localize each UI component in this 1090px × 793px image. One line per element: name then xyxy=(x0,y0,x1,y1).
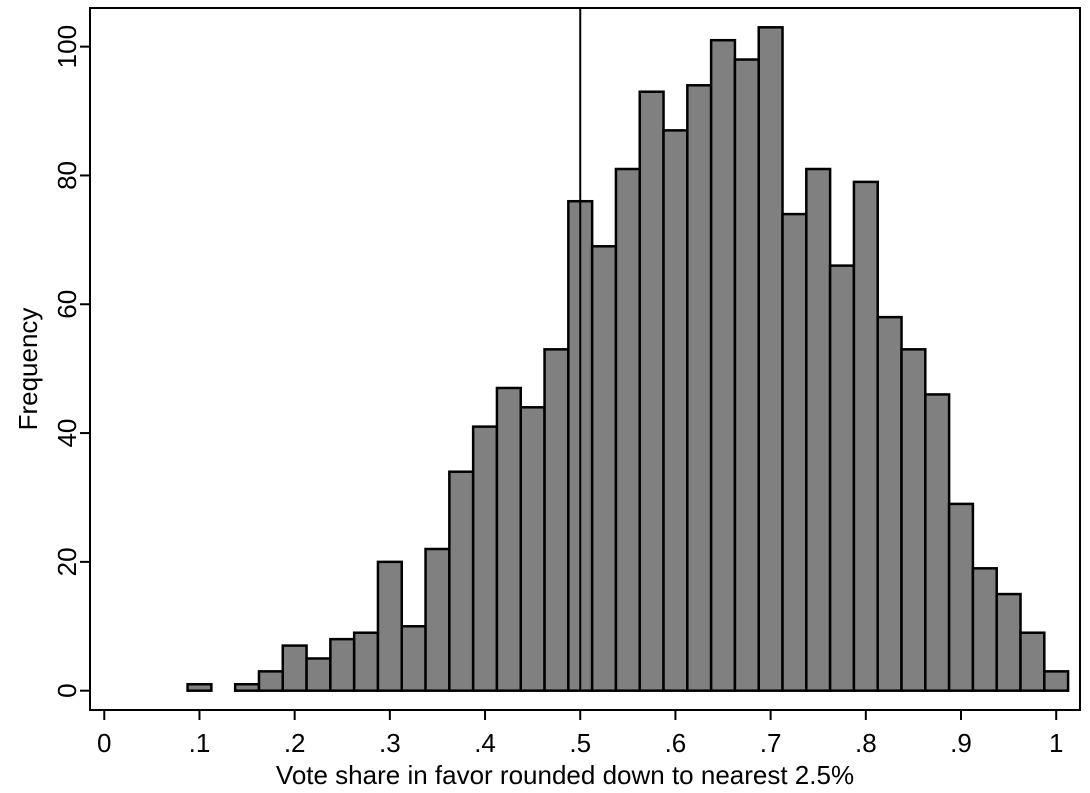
x-tick-label: .6 xyxy=(665,728,687,758)
histogram-bar xyxy=(614,167,641,692)
histogram-bar xyxy=(947,502,975,692)
x-tick-label: .7 xyxy=(760,728,782,758)
histogram-bar xyxy=(424,547,451,692)
x-tick-label: 1 xyxy=(1049,728,1063,758)
histogram-bar xyxy=(995,592,1022,692)
x-tick-label: .3 xyxy=(379,728,401,758)
histogram-bar xyxy=(543,348,570,692)
histogram-bar xyxy=(662,129,689,692)
histogram-bar xyxy=(257,670,285,692)
y-axis-title: Frequency xyxy=(13,308,43,431)
histogram-bar xyxy=(519,406,546,692)
y-axis-ticks: 0 20 40 60 80 100 xyxy=(52,25,90,698)
x-axis-title: Vote share in favor rounded down to near… xyxy=(276,760,854,790)
histogram-bar xyxy=(686,84,713,692)
x-tick-label: 0 xyxy=(97,728,111,758)
histogram-bar xyxy=(805,167,832,692)
histogram-bar xyxy=(733,58,760,692)
histogram-bar xyxy=(924,393,951,692)
histogram-bar xyxy=(638,90,665,692)
histogram-bar xyxy=(448,470,475,692)
histogram-bar xyxy=(352,631,380,692)
histogram-bar xyxy=(590,245,618,692)
histogram-bar xyxy=(471,425,499,692)
histogram-bar xyxy=(852,180,879,692)
histogram-bar xyxy=(233,682,261,692)
x-axis-ticks: 0 .1 .2 .3 .4 .5 .6 .7 .8 .9 1 xyxy=(97,710,1063,758)
histogram-bar xyxy=(900,348,927,692)
histogram-bar xyxy=(400,625,427,692)
histogram-bar xyxy=(971,567,998,692)
histogram-bar xyxy=(281,644,308,692)
histogram-bar xyxy=(186,682,213,692)
y-tick-label: 20 xyxy=(52,547,82,576)
histogram-bar xyxy=(757,26,784,692)
histogram-bar xyxy=(1043,670,1070,692)
histogram-bar xyxy=(376,560,404,692)
histogram-bar xyxy=(876,315,903,692)
x-tick-label: .9 xyxy=(950,728,972,758)
y-tick-label: 40 xyxy=(52,419,82,448)
histogram-bar xyxy=(1019,631,1046,692)
histogram-bar xyxy=(495,386,522,692)
x-tick-label: .5 xyxy=(569,728,591,758)
histogram-bar xyxy=(305,657,332,692)
y-tick-label: 60 xyxy=(52,290,82,319)
histogram-bar xyxy=(329,637,356,692)
x-tick-label: .8 xyxy=(855,728,877,758)
y-tick-label: 100 xyxy=(52,25,82,68)
histogram-bar xyxy=(781,212,808,692)
y-tick-label: 0 xyxy=(52,683,82,697)
x-tick-label: .4 xyxy=(474,728,496,758)
histogram-bar xyxy=(709,38,737,692)
bars-group xyxy=(186,26,1070,692)
x-tick-label: .2 xyxy=(284,728,306,758)
y-tick-label: 80 xyxy=(52,161,82,190)
histogram-bar xyxy=(828,264,856,692)
x-tick-label: .1 xyxy=(189,728,211,758)
plot-frame xyxy=(89,7,1081,711)
